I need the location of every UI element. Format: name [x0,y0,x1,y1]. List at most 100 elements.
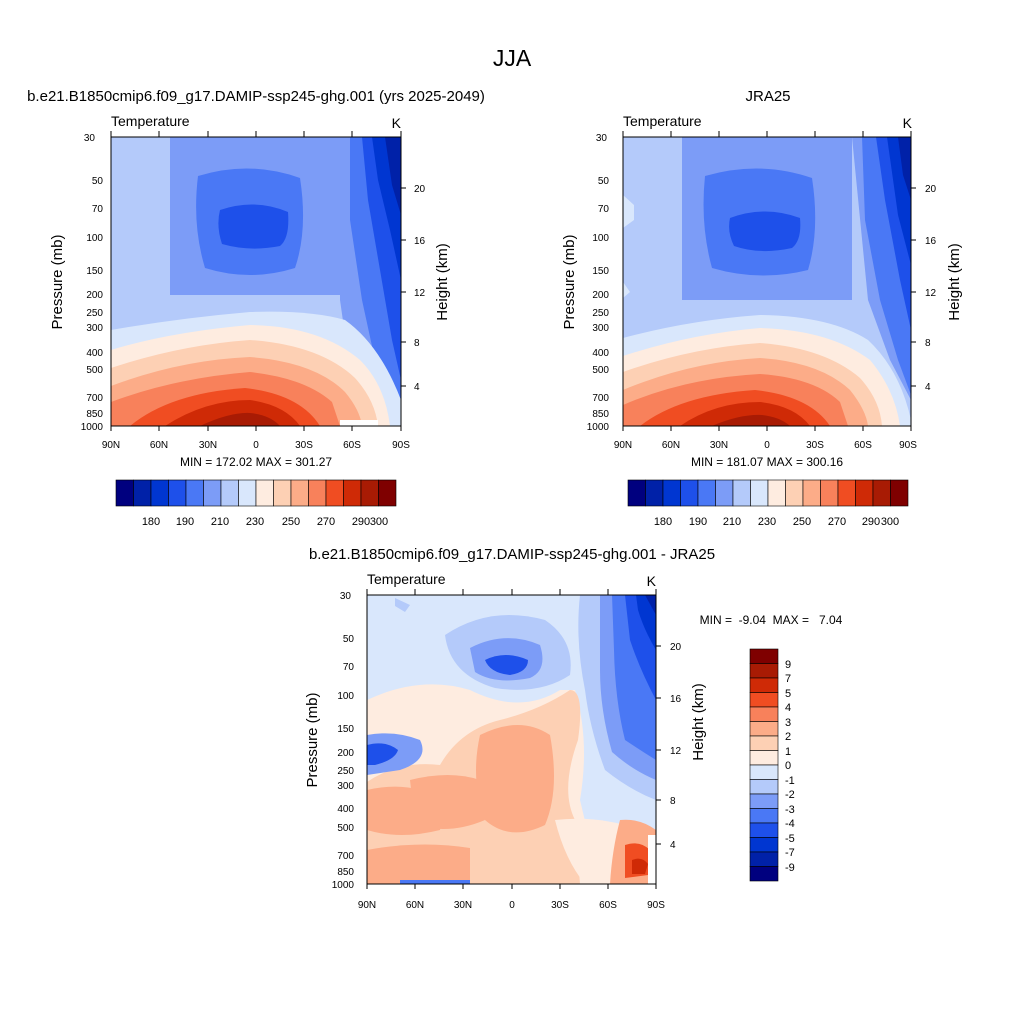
x-tick-label: 60N [406,900,424,911]
colorbar-label: -3 [785,804,795,816]
variable-label: Temperature [623,113,702,129]
colorbar-label: -1 [785,775,795,787]
colorbar-label: 180 [654,516,672,528]
colorbar-swatch [872,479,891,507]
x-tick-label: 0 [509,900,515,911]
y-tick-label: 150 [337,724,354,735]
colorbar-label: -9 [785,862,795,874]
y2-axis-label: Height (km) [434,243,451,321]
colorbar-swatch [749,837,779,853]
y2-tick-label: 8 [925,338,931,349]
colorbar-label: 250 [282,516,300,528]
x-tick-label: 90N [358,900,376,911]
y-tick-label: 500 [592,365,609,376]
colorbar-label: 0 [785,760,791,772]
colorbar-swatch [749,851,779,867]
colorbar-swatch [255,479,274,507]
colorbar-swatch [749,764,779,780]
x-tick-label: 90S [899,440,917,451]
colorbar-swatch [662,479,681,507]
y2-tick-label: 20 [925,184,937,195]
contour-field [111,137,401,426]
y-tick-label: 100 [337,691,354,702]
y2-tick-label: 12 [414,288,426,299]
colorbar-swatch [749,779,779,795]
colorbar-swatch [749,750,779,766]
y2-tick-label: 12 [925,288,937,299]
axis-ticks [110,131,406,431]
colorbar-swatch [890,479,909,507]
y-tick-label: 50 [92,176,104,187]
colorbar-label: 9 [785,659,791,671]
y-tick-label: 200 [337,748,354,759]
colorbar-swatch [697,479,716,507]
colorbar-label: 4 [785,702,791,714]
colorbar-swatch [767,479,786,507]
colorbar-label: 290 [862,516,880,528]
colorbar-swatch [273,479,292,507]
colorbar-label: 3 [785,717,791,729]
axis-ticks [366,589,661,889]
units-label: K [903,115,913,131]
colorbar-swatch [749,735,779,751]
colorbar-swatch [749,706,779,722]
y-tick-label: 850 [592,409,609,420]
y-tick-label: 70 [598,204,610,215]
colorbar-label: -2 [785,789,795,801]
y-tick-label: 150 [86,266,103,277]
y2-tick-label: 20 [414,184,426,195]
colorbar-swatch [115,479,134,507]
y-tick-label: 70 [92,204,104,215]
colorbar-swatch [802,479,821,507]
x-tick-label: 60N [150,440,168,451]
colorbar-swatch [627,479,646,507]
x-tick-label: 0 [764,440,770,451]
y-tick-label: 500 [337,823,354,834]
colorbar-swatch [715,479,734,507]
colorbar-label: -4 [785,818,795,830]
y-tick-label: 1000 [332,880,355,891]
figure-title: JJA [493,45,532,71]
x-tick-label: 90S [647,900,665,911]
y-tick-label: 850 [337,867,354,878]
y-tick-label: 400 [592,348,609,359]
colorbar-swatch [749,866,779,882]
y-tick-label: 250 [337,766,354,777]
colorbar-swatch [749,721,779,737]
colorbar-label: 1 [785,746,791,758]
colorbar-swatch [360,479,379,507]
colorbar-label: 230 [758,516,776,528]
colorbar-label: 290 [352,516,370,528]
colorbar-label: 250 [793,516,811,528]
axis-ticks [622,131,916,431]
colorbar-swatch [325,479,344,507]
y-tick-label: 30 [596,133,608,144]
y-tick-label: 30 [84,133,96,144]
y2-tick-label: 12 [670,746,682,757]
x-tick-labels: 90N 60N 30N 0 30S 60S 90S [614,440,917,451]
colorbar-label: -5 [785,833,795,845]
colorbar-label: 180 [142,516,160,528]
colorbar-swatch [785,479,804,507]
colorbar-swatch [749,663,779,679]
y-tick-label: 400 [86,348,103,359]
y-axis-label: Pressure (mb) [304,692,321,787]
colorbar-swatch [749,822,779,838]
colorbar-swatch [680,479,699,507]
x-tick-label: 30N [710,440,728,451]
colorbar-swatch [290,479,309,507]
colorbar-label: 7 [785,673,791,685]
y2-tick-label: 16 [670,694,682,705]
colorbar-swatch [820,479,839,507]
colorbar [627,479,909,507]
y-tick-label: 150 [592,266,609,277]
colorbar-label: 2 [785,731,791,743]
colorbar-label: 270 [317,516,335,528]
y2-tick-labels: 20 16 12 8 4 [925,184,937,393]
y2-tick-label: 4 [670,840,676,851]
colorbar-swatch [750,479,769,507]
x-tick-labels: 90N 60N 30N 0 30S 60S 90S [102,440,410,451]
y-tick-label: 70 [343,662,355,673]
colorbar [749,648,779,882]
